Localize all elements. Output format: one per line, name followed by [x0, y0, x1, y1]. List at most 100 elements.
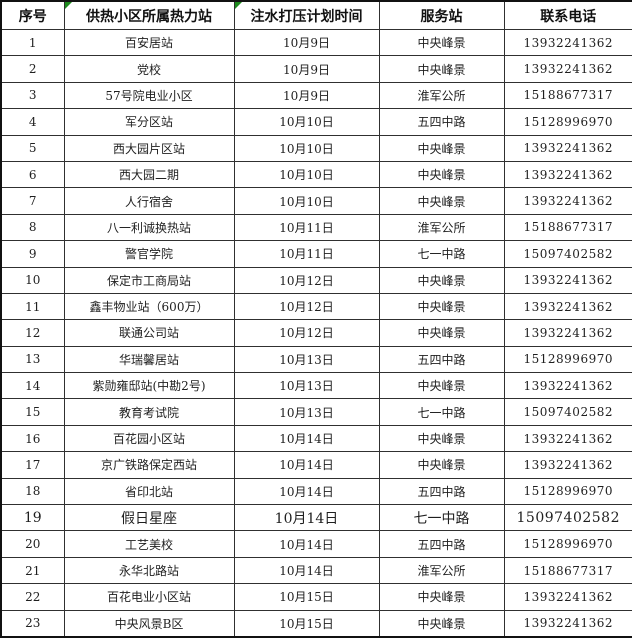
cell-station[interactable]: 军分区站 — [63, 108, 235, 136]
cell-phone[interactable]: 13932241362 — [503, 319, 632, 347]
cell-station[interactable]: 鑫丰物业站（600万） — [63, 292, 235, 321]
cell-date[interactable]: 10月15日 — [233, 583, 380, 611]
cell-id[interactable]: 4 — [0, 108, 65, 136]
cell-phone[interactable]: 13932241362 — [503, 266, 632, 294]
header-cell-station[interactable]: 供热小区所属热力站 — [63, 0, 235, 30]
cell-id[interactable]: 2 — [0, 55, 65, 83]
cell-station[interactable]: 教育考试院 — [63, 398, 235, 426]
header-cell-phone[interactable]: 联系电话 — [503, 0, 632, 30]
cell-service[interactable]: 中央峰景 — [378, 187, 505, 215]
cell-id[interactable]: 15 — [0, 398, 65, 426]
cell-id[interactable]: 23 — [0, 609, 65, 638]
cell-station[interactable]: 中央风景B区 — [63, 609, 235, 638]
cell-date[interactable]: 10月11日 — [233, 240, 380, 268]
cell-service[interactable]: 中央峰景 — [378, 609, 505, 638]
cell-date[interactable]: 10月9日 — [233, 28, 380, 57]
cell-date[interactable]: 10月14日 — [233, 424, 380, 453]
cell-service[interactable]: 中央峰景 — [378, 28, 505, 57]
cell-phone[interactable]: 13932241362 — [503, 55, 632, 83]
cell-service[interactable]: 中央峰景 — [378, 134, 505, 162]
cell-date[interactable]: 10月12日 — [233, 266, 380, 294]
cell-phone[interactable]: 15188677317 — [503, 556, 632, 585]
cell-phone[interactable]: 15128996970 — [503, 108, 632, 136]
cell-date[interactable]: 10月10日 — [233, 108, 380, 136]
cell-date[interactable]: 10月9日 — [233, 55, 380, 83]
cell-station[interactable]: 警官学院 — [63, 240, 235, 268]
cell-id[interactable]: 11 — [0, 292, 65, 321]
header-cell-date[interactable]: 注水打压计划时间 — [233, 0, 380, 30]
cell-station[interactable]: 百花园小区站 — [63, 424, 235, 453]
cell-phone[interactable]: 15097402582 — [503, 398, 632, 426]
cell-id[interactable]: 20 — [0, 530, 65, 558]
cell-date[interactable]: 10月13日 — [233, 398, 380, 426]
cell-service[interactable]: 中央峰景 — [378, 424, 505, 453]
cell-date[interactable]: 10月14日 — [233, 477, 380, 506]
cell-service[interactable]: 中央峰景 — [378, 266, 505, 294]
cell-station[interactable]: 西大园二期 — [63, 160, 235, 189]
cell-service[interactable]: 七一中路 — [378, 398, 505, 426]
cell-date[interactable]: 10月14日 — [233, 451, 380, 479]
cell-phone[interactable]: 15188677317 — [503, 213, 632, 242]
cell-phone[interactable]: 13932241362 — [503, 451, 632, 479]
cell-station[interactable]: 57号院电业小区 — [63, 81, 235, 110]
cell-date[interactable]: 10月10日 — [233, 160, 380, 189]
cell-id[interactable]: 10 — [0, 266, 65, 294]
cell-station[interactable]: 联通公司站 — [63, 319, 235, 347]
cell-id[interactable]: 12 — [0, 319, 65, 347]
cell-phone[interactable]: 15097402582 — [503, 240, 632, 268]
cell-service[interactable]: 淮军公所 — [378, 556, 505, 585]
cell-id[interactable]: 19 — [0, 504, 65, 532]
cell-phone[interactable]: 15128996970 — [503, 477, 632, 506]
cell-date[interactable]: 10月11日 — [233, 213, 380, 242]
cell-id[interactable]: 1 — [0, 28, 65, 57]
cell-phone[interactable]: 13932241362 — [503, 372, 632, 400]
cell-station[interactable]: 保定市工商局站 — [63, 266, 235, 294]
cell-id[interactable]: 7 — [0, 187, 65, 215]
cell-id[interactable]: 18 — [0, 477, 65, 506]
cell-station[interactable]: 人行宿舍 — [63, 187, 235, 215]
cell-service[interactable]: 淮军公所 — [378, 81, 505, 110]
cell-date[interactable]: 10月15日 — [233, 609, 380, 638]
cell-phone[interactable]: 13932241362 — [503, 187, 632, 215]
cell-station[interactable]: 省印北站 — [63, 477, 235, 506]
cell-date[interactable]: 10月14日 — [233, 530, 380, 558]
cell-station[interactable]: 百安居站 — [63, 28, 235, 57]
cell-date[interactable]: 10月10日 — [233, 187, 380, 215]
cell-service[interactable]: 中央峰景 — [378, 319, 505, 347]
cell-date[interactable]: 10月13日 — [233, 345, 380, 374]
cell-station[interactable]: 京广铁路保定西站 — [63, 451, 235, 479]
cell-station[interactable]: 百花电业小区站 — [63, 583, 235, 611]
cell-station[interactable]: 假日星座 — [63, 504, 235, 532]
cell-service[interactable]: 七一中路 — [378, 240, 505, 268]
cell-id[interactable]: 16 — [0, 424, 65, 453]
cell-id[interactable]: 21 — [0, 556, 65, 585]
cell-id[interactable]: 6 — [0, 160, 65, 189]
cell-id[interactable]: 14 — [0, 372, 65, 400]
cell-station[interactable]: 八一利诚换热站 — [63, 213, 235, 242]
cell-phone[interactable]: 15097402582 — [503, 504, 632, 532]
cell-id[interactable]: 17 — [0, 451, 65, 479]
cell-phone[interactable]: 15188677317 — [503, 81, 632, 110]
cell-phone[interactable]: 13932241362 — [503, 424, 632, 453]
header-cell-id[interactable]: 序号 — [0, 0, 65, 30]
cell-id[interactable]: 8 — [0, 213, 65, 242]
cell-station[interactable]: 工艺美校 — [63, 530, 235, 558]
cell-id[interactable]: 9 — [0, 240, 65, 268]
cell-date[interactable]: 10月13日 — [233, 372, 380, 400]
cell-service[interactable]: 中央峰景 — [378, 292, 505, 321]
cell-service[interactable]: 中央峰景 — [378, 451, 505, 479]
cell-id[interactable]: 3 — [0, 81, 65, 110]
cell-service[interactable]: 七一中路 — [378, 504, 505, 532]
cell-id[interactable]: 22 — [0, 583, 65, 611]
cell-service[interactable]: 中央峰景 — [378, 55, 505, 83]
cell-id[interactable]: 13 — [0, 345, 65, 374]
cell-phone[interactable]: 13932241362 — [503, 609, 632, 638]
cell-station[interactable]: 永华北路站 — [63, 556, 235, 585]
header-cell-service[interactable]: 服务站 — [378, 0, 505, 30]
cell-phone[interactable]: 13932241362 — [503, 134, 632, 162]
cell-station[interactable]: 党校 — [63, 55, 235, 83]
cell-date[interactable]: 10月12日 — [233, 292, 380, 321]
cell-phone[interactable]: 15128996970 — [503, 345, 632, 374]
cell-service[interactable]: 五四中路 — [378, 108, 505, 136]
cell-phone[interactable]: 13932241362 — [503, 28, 632, 57]
